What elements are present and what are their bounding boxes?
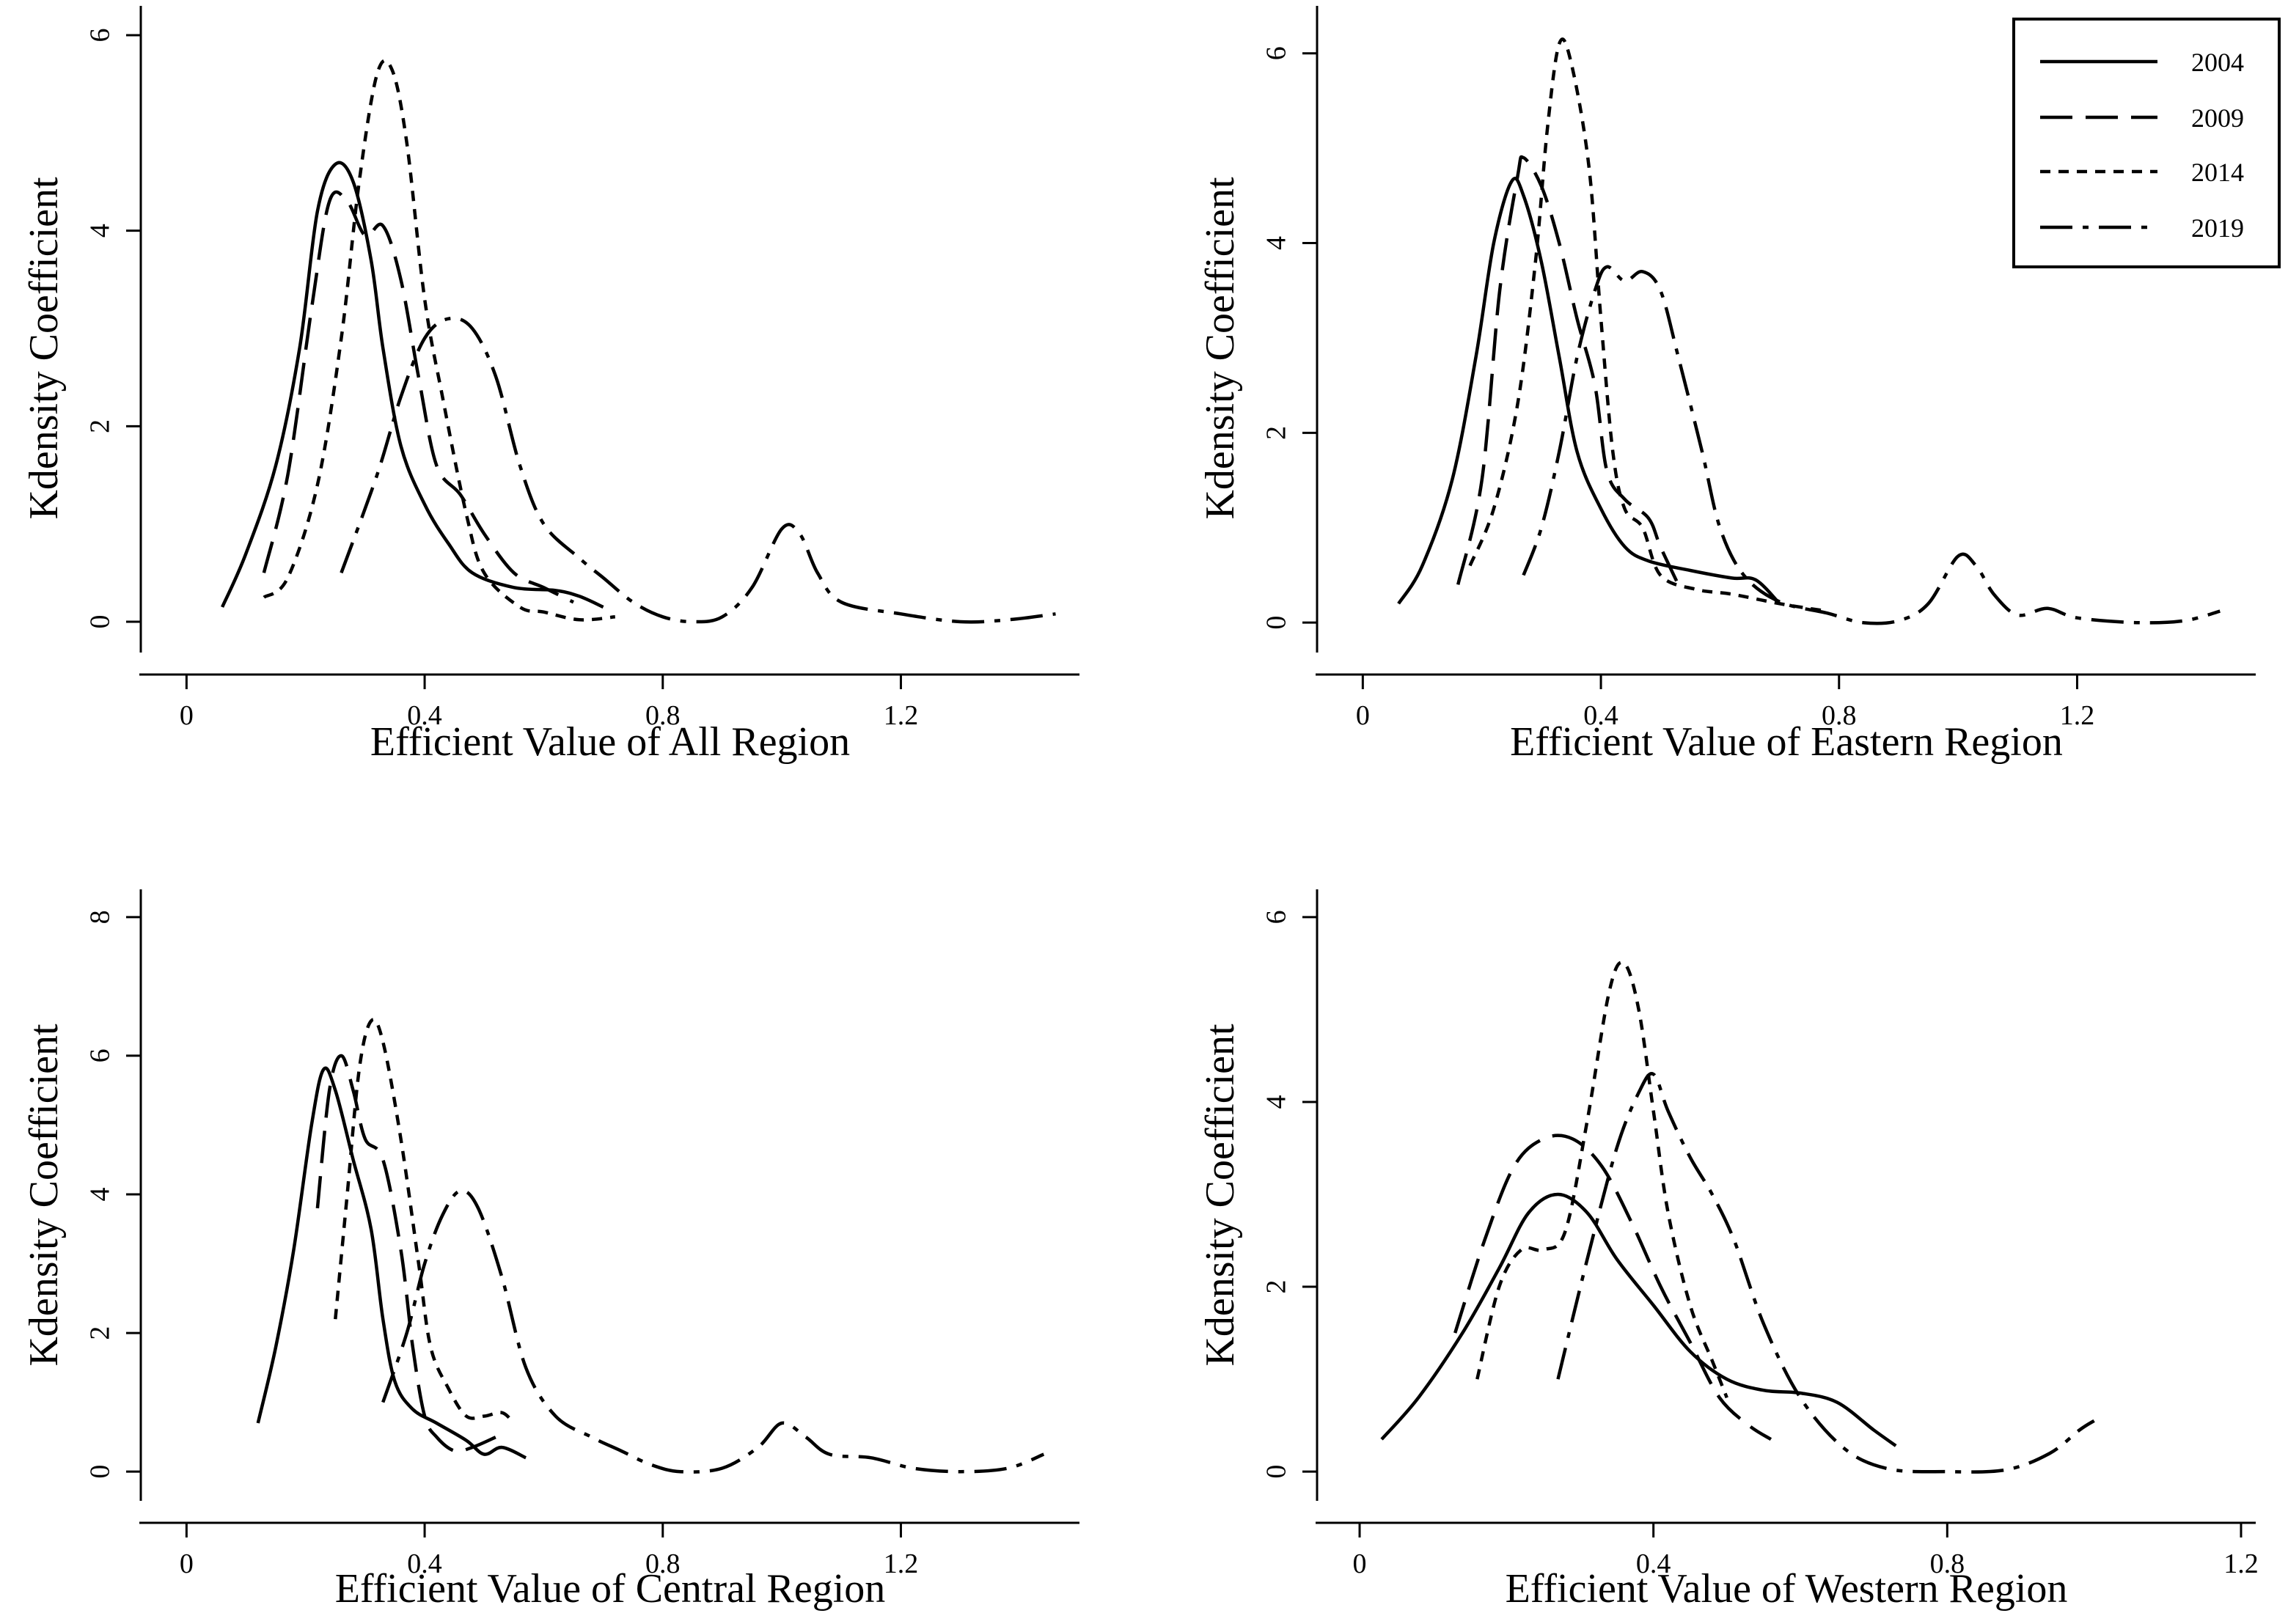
x-tick-label: 0.8 [1822, 700, 1857, 731]
x-tick-label: 0.4 [407, 700, 442, 731]
y-axis-title-western: Kdensity Coefficient [1198, 1024, 1243, 1367]
series-line-2009 [315, 1054, 497, 1453]
panel-eastern-region: 0 2 4 6 0 0.4 0.8 1.2 Efficient Value of Easter… [1198, 6, 2256, 765]
plot-area-western: 0 2 4 6 0 0.4 0.8 1.2 [1261, 889, 2259, 1579]
x-tick-label: 0.4 [407, 1548, 442, 1579]
legend-label-2009: 2009 [2191, 103, 2244, 133]
series-line-2019 [1556, 1072, 2095, 1474]
x-tick-label: 1.2 [884, 1548, 919, 1579]
x-tick-label: 1.2 [2060, 700, 2095, 731]
y-tick-label: 6 [85, 29, 116, 43]
legend-label-2014: 2014 [2191, 158, 2244, 187]
series-line-2004 [256, 1066, 527, 1460]
x-tick-label: 0.8 [645, 1548, 681, 1579]
legend-entry-2019: 2019 [2040, 213, 2244, 243]
legend-entry-2009: 2009 [2040, 103, 2244, 133]
series-line-2009 [262, 190, 574, 604]
y-axis-title-all: Kdensity Coefficient [21, 177, 67, 520]
legend-entry-2014: 2014 [2040, 158, 2244, 187]
y-axis-title-central: Kdensity Coefficient [21, 1024, 67, 1367]
panel-all-region: 0 2 4 6 0 0.4 0.8 1.2 Efficient Value of All Re… [21, 6, 1079, 765]
x-tick-label: 1.2 [884, 700, 919, 731]
y-tick-label: 6 [1261, 46, 1292, 60]
series-line-2019 [340, 316, 1056, 624]
x-tick-label: 0 [180, 1548, 194, 1579]
series-line-2004 [221, 161, 604, 609]
y-tick-label: 4 [1261, 1095, 1292, 1109]
y-tick-label: 6 [85, 1048, 116, 1062]
series-line-2004 [1380, 1192, 1897, 1447]
y-tick-label: 4 [1261, 236, 1292, 250]
plot-area-all: 0 2 4 6 0 0.4 0.8 1.2 [85, 6, 1079, 731]
x-axis-title-central: Efficient Value of Central Region [335, 1566, 886, 1612]
y-tick-label: 8 [85, 910, 116, 924]
x-tick-label: 0.8 [645, 700, 681, 731]
legend-entry-2004: 2004 [2040, 48, 2244, 77]
y-tick-label: 2 [1261, 1280, 1292, 1294]
legend-label-2004: 2004 [2191, 48, 2244, 77]
panel-central-region: 0 2 4 6 8 0 0.4 0.8 1.2 Efficient Value of Centr… [21, 889, 1079, 1612]
series-line-2009 [1453, 1134, 1772, 1441]
series-line-2019 [381, 1188, 1045, 1474]
legend: 2004 2009 2014 2019 [2012, 18, 2281, 268]
y-tick-label: 4 [85, 224, 116, 238]
series-line-2009 [1456, 155, 1680, 586]
y-tick-label: 2 [85, 1326, 116, 1340]
x-tick-label: 0 [1356, 700, 1370, 731]
legend-label-2019: 2019 [2191, 213, 2244, 243]
x-tick-label: 1.2 [2223, 1548, 2259, 1579]
y-tick-label: 0 [85, 615, 116, 629]
plot-area-eastern: 0 2 4 6 0 0.4 0.8 1.2 [1261, 6, 2256, 731]
x-axis-title-all: Efficient Value of All Region [370, 719, 850, 765]
x-tick-label: 0.4 [1636, 1548, 1671, 1579]
plot-area-central: 0 2 4 6 8 0 0.4 0.8 1.2 [85, 889, 1079, 1579]
y-tick-label: 0 [85, 1465, 116, 1479]
x-axis-title-western: Efficient Value of Western Region [1506, 1566, 2068, 1612]
x-tick-label: 0.4 [1583, 700, 1618, 731]
y-tick-label: 2 [1261, 426, 1292, 440]
x-tick-label: 0 [180, 700, 194, 731]
x-tick-label: 0 [1353, 1548, 1367, 1579]
y-tick-label: 4 [85, 1188, 116, 1202]
panel-western-region: 0 2 4 6 0 0.4 0.8 1.2 Efficient Value of Wester… [1198, 889, 2259, 1612]
x-axis-title-eastern: Efficient Value of Eastern Region [1510, 719, 2063, 765]
y-tick-label: 0 [1261, 1465, 1292, 1479]
y-tick-label: 2 [85, 419, 116, 433]
series-line-2004 [1397, 177, 1781, 605]
y-tick-label: 6 [1261, 910, 1292, 924]
series-line-2014 [1475, 960, 1728, 1399]
y-tick-label: 0 [1261, 616, 1292, 630]
y-axis-title-eastern: Kdensity Coefficient [1198, 177, 1243, 520]
x-tick-label: 0.8 [1930, 1548, 1965, 1579]
series-line-2014 [1468, 37, 1827, 613]
